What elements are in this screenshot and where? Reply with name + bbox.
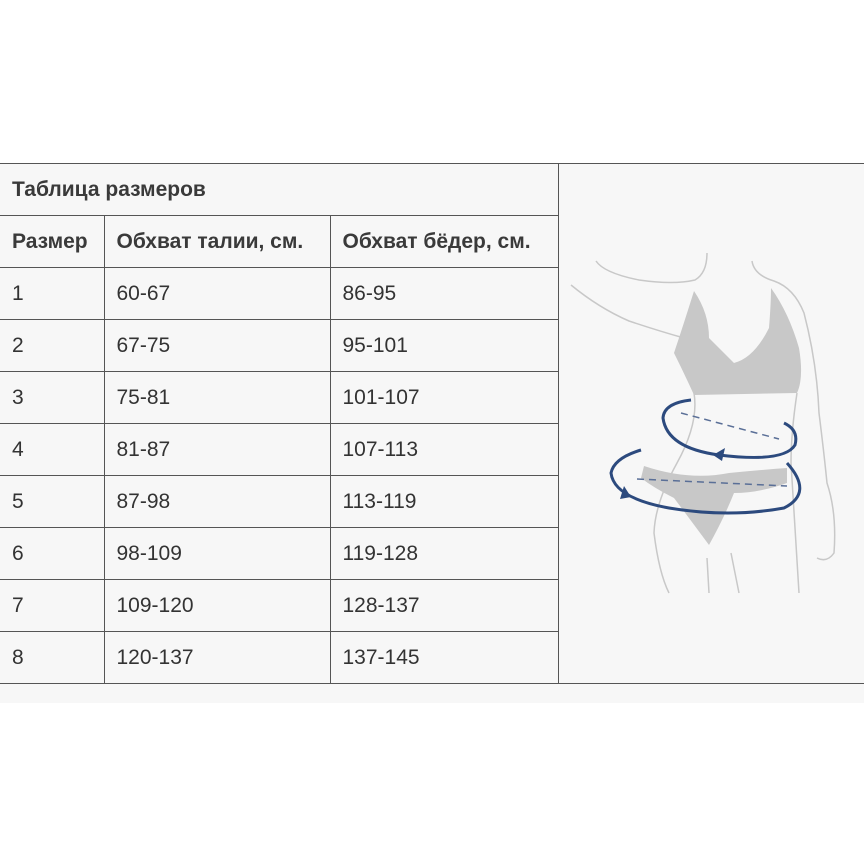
hips-cell: 95-101 <box>329 319 559 372</box>
header-hips: Обхват бёдер, см. <box>329 215 559 268</box>
size-cell: 3 <box>0 371 105 424</box>
header-waist: Обхват талии, см. <box>103 215 331 268</box>
hips-cell: 128-137 <box>329 579 559 632</box>
waist-cell: 98-109 <box>103 527 331 580</box>
table-row: 3 75-81 101-107 <box>0 371 864 424</box>
hips-cell: 113-119 <box>329 475 559 528</box>
waist-cell: 120-137 <box>103 631 331 684</box>
table-row: 1 60-67 86-95 <box>0 267 864 320</box>
size-cell: 4 <box>0 423 105 476</box>
waist-cell: 75-81 <box>103 371 331 424</box>
waist-cell: 81-87 <box>103 423 331 476</box>
table-row: 7 109-120 128-137 <box>0 579 864 632</box>
table-row: 5 87-98 113-119 <box>0 475 864 528</box>
size-cell: 5 <box>0 475 105 528</box>
size-cell: 2 <box>0 319 105 372</box>
hips-cell: 137-145 <box>329 631 559 684</box>
waist-cell: 87-98 <box>103 475 331 528</box>
size-cell: 1 <box>0 267 105 320</box>
size-chart: Таблица размеров Размер Обхват талии, см.… <box>0 163 864 703</box>
waist-cell: 109-120 <box>103 579 331 632</box>
table-row: 6 98-109 119-128 <box>0 527 864 580</box>
hips-cell: 119-128 <box>329 527 559 580</box>
hips-cell: 107-113 <box>329 423 559 476</box>
size-table: Таблица размеров Размер Обхват талии, см.… <box>0 163 864 684</box>
hips-cell: 101-107 <box>329 371 559 424</box>
table-row: 4 81-87 107-113 <box>0 423 864 476</box>
header-size: Размер <box>0 215 105 268</box>
figure-cell <box>557 163 864 684</box>
size-cell: 8 <box>0 631 105 684</box>
size-cell: 7 <box>0 579 105 632</box>
body-measurement-illustration-icon <box>570 252 836 594</box>
waist-cell: 60-67 <box>103 267 331 320</box>
size-cell: 6 <box>0 527 105 580</box>
table-row: 2 67-75 95-101 <box>0 319 864 372</box>
hips-cell: 86-95 <box>329 267 559 320</box>
waist-cell: 67-75 <box>103 319 331 372</box>
table-row: 8 120-137 137-145 <box>0 631 864 684</box>
table-title: Таблица размеров <box>0 163 559 216</box>
